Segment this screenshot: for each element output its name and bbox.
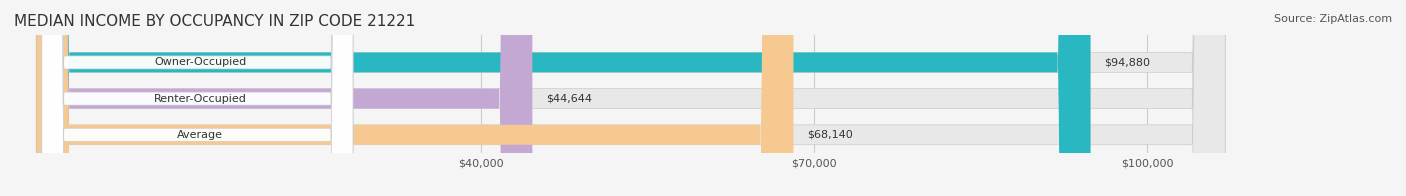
FancyBboxPatch shape <box>37 0 1225 196</box>
FancyBboxPatch shape <box>37 0 1225 196</box>
Text: Renter-Occupied: Renter-Occupied <box>153 94 246 104</box>
FancyBboxPatch shape <box>42 0 353 196</box>
FancyBboxPatch shape <box>37 0 793 196</box>
FancyBboxPatch shape <box>37 0 1091 196</box>
FancyBboxPatch shape <box>42 0 353 196</box>
Text: Average: Average <box>177 130 224 140</box>
Text: Source: ZipAtlas.com: Source: ZipAtlas.com <box>1274 14 1392 24</box>
FancyBboxPatch shape <box>37 0 533 196</box>
Text: Owner-Occupied: Owner-Occupied <box>155 57 246 67</box>
Text: MEDIAN INCOME BY OCCUPANCY IN ZIP CODE 21221: MEDIAN INCOME BY OCCUPANCY IN ZIP CODE 2… <box>14 14 415 29</box>
Text: $44,644: $44,644 <box>546 94 592 104</box>
FancyBboxPatch shape <box>42 0 353 196</box>
Text: $68,140: $68,140 <box>807 130 852 140</box>
Text: $94,880: $94,880 <box>1104 57 1150 67</box>
FancyBboxPatch shape <box>37 0 1225 196</box>
